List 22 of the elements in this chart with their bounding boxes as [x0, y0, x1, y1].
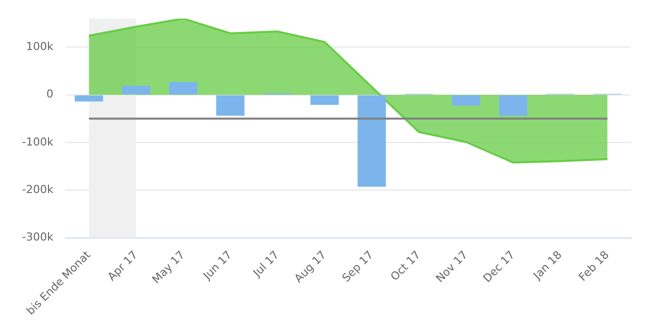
x-tick-label: Nov 17: [433, 248, 470, 286]
bar: [74, 95, 104, 102]
bar: [452, 95, 480, 106]
x-tick-label: Oct 17: [388, 248, 424, 284]
bar: [169, 82, 198, 94]
y-tick-label: -200k: [22, 183, 54, 196]
y-tick-label: 0: [46, 88, 54, 101]
x-tick-label: Jan 18: [530, 248, 564, 283]
x-tick-label: Jun 17: [200, 248, 234, 283]
bar: [122, 86, 150, 94]
x-tick-label: Jul 17: [250, 248, 282, 280]
x-tick-label: Apr 17: [105, 248, 140, 284]
y-tick-label: -300k: [22, 230, 54, 244]
x-tick-label: Feb 18: [576, 248, 612, 284]
y-tick-label: 100k: [26, 40, 54, 54]
x-tick-label: Sep 17: [340, 248, 376, 285]
bar: [358, 95, 386, 187]
bar: [499, 95, 528, 116]
x-tick-label: Dec 17: [480, 248, 518, 286]
y-tick-label: -100k: [22, 135, 54, 148]
bar: [310, 95, 339, 105]
bar: [216, 95, 244, 116]
